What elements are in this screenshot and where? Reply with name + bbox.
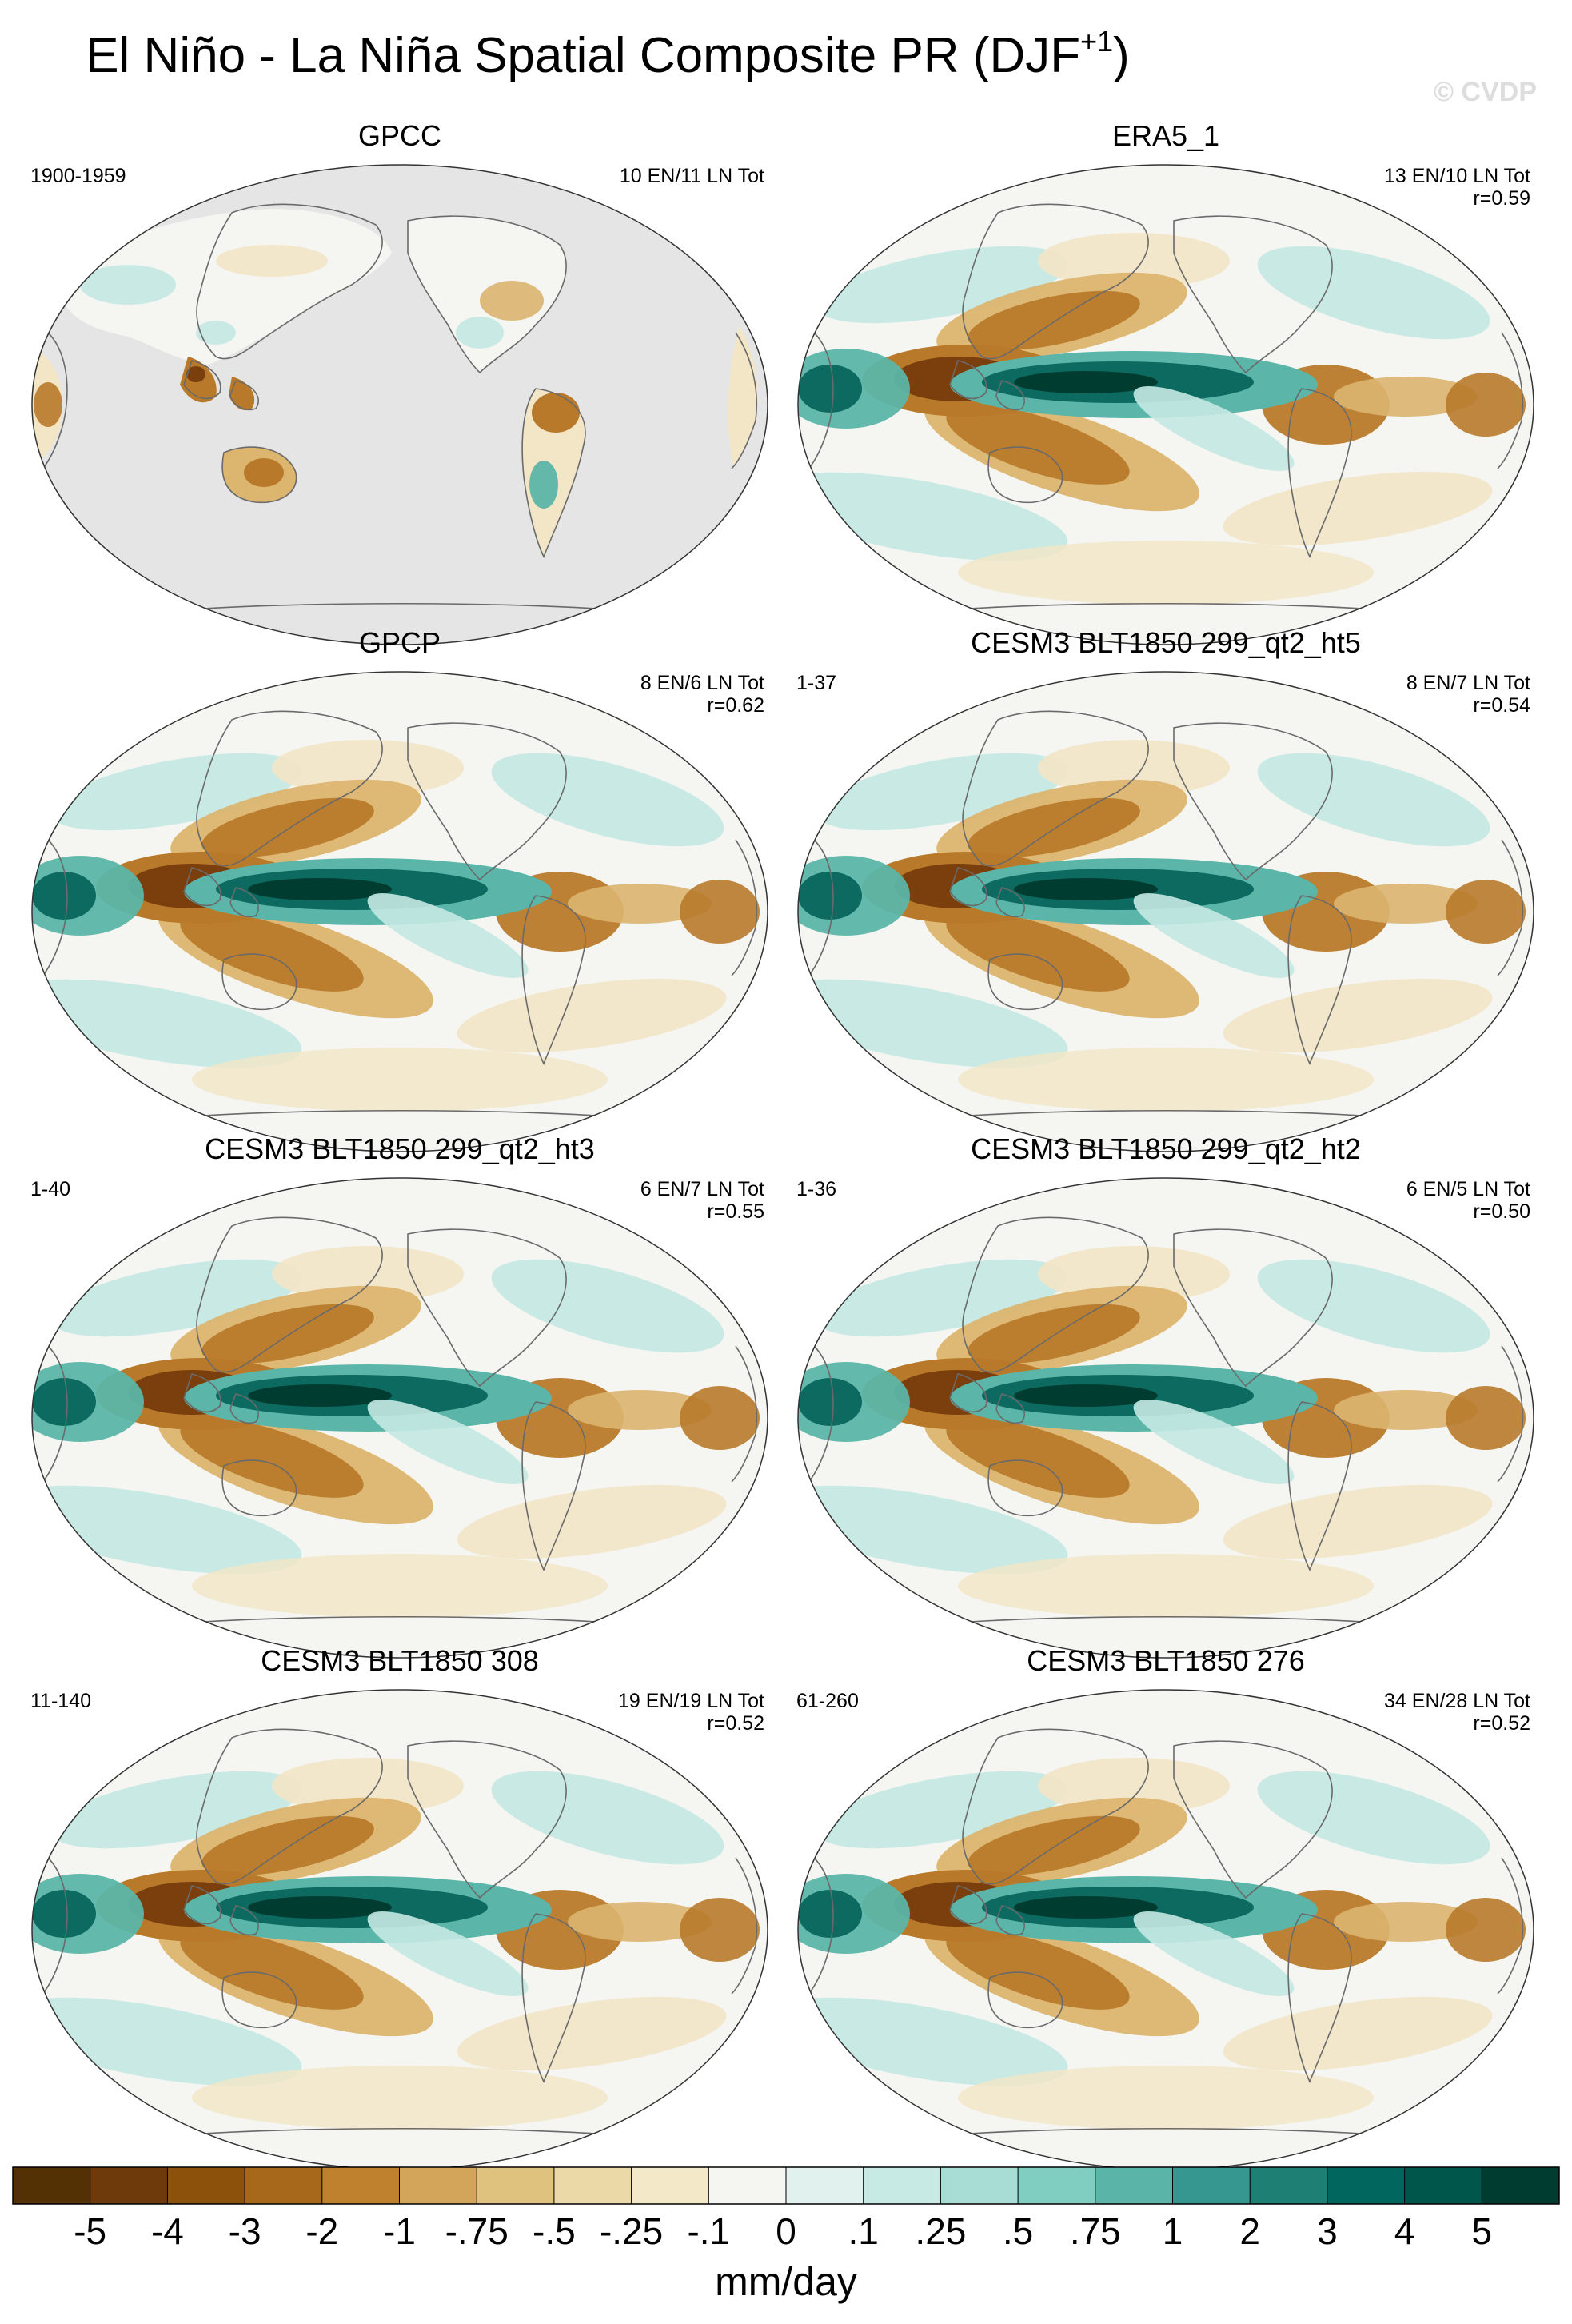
colorbar-swatch — [863, 2167, 941, 2204]
colorbar-tick-label: -5 — [74, 2210, 106, 2252]
colorbar-swatch — [13, 2167, 91, 2204]
colorbar-swatch — [631, 2167, 709, 2204]
panel-event-count: 13 EN/10 LN Tot — [1384, 165, 1530, 187]
map-panel: GPCC 1900-1959 10 EN/11 LN Tot — [30, 119, 768, 645]
panel-period: 61-260 — [796, 1690, 859, 1712]
panel-event-count: 10 EN/11 LN Tot — [620, 165, 764, 187]
panel-period: 1-37 — [796, 672, 836, 694]
globe-outline — [797, 1177, 1534, 1659]
colorbar-tick-label: -4 — [151, 2210, 184, 2252]
colorbar-swatch — [940, 2167, 1019, 2204]
colorbar-swatch — [553, 2167, 632, 2204]
map-panel: CESM3 BLT1850 299_qt2_ht3 1-40 6 EN/7 LN T… — [30, 1132, 768, 1659]
colorbar-tick-label: .25 — [915, 2210, 966, 2252]
globe-map — [797, 1177, 1534, 1659]
globe-outline — [797, 671, 1534, 1152]
globe-outline — [31, 1177, 768, 1659]
colorbar-swatch — [477, 2167, 555, 2204]
colorbar-swatch — [245, 2167, 323, 2204]
panel-event-count: 8 EN/6 LN Tot — [640, 672, 764, 694]
colorbar-tick-label: .75 — [1070, 2210, 1121, 2252]
colorbar-swatch — [1482, 2167, 1560, 2204]
panel-correlation: r=0.59 — [1473, 187, 1530, 210]
colorbar-tick-label: .1 — [848, 2210, 879, 2252]
map-panel: CESM3 BLT1850 308 11-140 19 EN/19 LN Totr=… — [30, 1644, 768, 2170]
panel-event-count: 6 EN/7 LN Tot — [640, 1178, 764, 1200]
panel-event-count: 34 EN/28 LN Tot — [1384, 1690, 1530, 1712]
panel-correlation: r=0.62 — [707, 694, 764, 717]
colorbar-swatch — [167, 2167, 245, 2204]
colorbar-swatch — [90, 2167, 168, 2204]
globe-map — [31, 164, 768, 645]
panel-event-count: 6 EN/5 LN Tot — [1406, 1178, 1530, 1200]
colorbar-tick-label: 5 — [1472, 2210, 1493, 2252]
colorbar-swatch — [1404, 2167, 1482, 2204]
colorbar: -5 -4 -3 -2 -1 -.75 -.5 -.25 -.1 0 .1 .25 .5 .75 1 2 3 4 5 — [12, 2166, 1560, 2252]
colorbar-tick-label: 3 — [1317, 2210, 1338, 2252]
colorbar-swatch — [1250, 2167, 1328, 2204]
panel-title: GPCP — [359, 626, 441, 659]
colorbar-swatch — [1172, 2167, 1251, 2204]
colorbar-tick-label: 4 — [1394, 2210, 1415, 2252]
globe-outline — [797, 164, 1534, 645]
panel-correlation: r=0.52 — [707, 1712, 764, 1735]
panel-period: 1-36 — [796, 1178, 836, 1200]
panel-correlation: r=0.50 — [1473, 1200, 1530, 1223]
colorbar-tick-label: .5 — [1003, 2210, 1033, 2252]
panel-correlation: r=0.55 — [707, 1200, 764, 1223]
globe-map — [797, 671, 1534, 1152]
globe-map — [31, 1689, 768, 2170]
panel-correlation: r=0.54 — [1473, 694, 1530, 717]
map-panels: GPCC 1900-1959 10 EN/11 LN Tot ERA5_1 13 EN/… — [30, 119, 1534, 2170]
panel-event-count: 19 EN/19 LN Tot — [618, 1690, 764, 1712]
colorbar-swatch — [1095, 2167, 1173, 2204]
globe-map — [31, 1177, 768, 1659]
colorbar-tick-label: 0 — [776, 2210, 796, 2252]
colorbar-tick-label: -1 — [383, 2210, 416, 2252]
panel-period: 11-140 — [30, 1690, 91, 1712]
panel-title: CESM3 BLT1850 299_qt2_ht2 — [971, 1132, 1361, 1165]
cvdp-watermark: © CVDP — [1434, 77, 1537, 107]
panel-period: 1-40 — [30, 1178, 70, 1200]
colorbar-swatch — [1327, 2167, 1406, 2204]
panel-period: 1900-1959 — [30, 165, 126, 187]
colorbar-tick-label: -.1 — [687, 2210, 730, 2252]
colorbar-swatch — [786, 2167, 864, 2204]
colorbar-swatch — [399, 2167, 477, 2204]
globe-map — [797, 1689, 1534, 2170]
panel-title: ERA5_1 — [1112, 119, 1219, 152]
colorbar-swatch — [708, 2167, 787, 2204]
globe-map — [31, 671, 768, 1152]
panel-title: CESM3 BLT1850 308 — [261, 1644, 539, 1677]
colorbar-tick-label: -.75 — [445, 2210, 509, 2252]
panel-title: CESM3 BLT1850 299_qt2_ht5 — [971, 626, 1361, 659]
panel-event-count: 8 EN/7 LN Tot — [1406, 672, 1530, 694]
colorbar-tick-label: -2 — [305, 2210, 338, 2252]
colorbar-tick-label: -.25 — [600, 2210, 663, 2252]
panel-correlation: r=0.52 — [1473, 1712, 1530, 1735]
panel-title: CESM3 BLT1850 276 — [1027, 1644, 1305, 1677]
colorbar-tick-label: 1 — [1163, 2210, 1183, 2252]
globe-outline — [31, 671, 768, 1152]
globe-map — [797, 164, 1534, 645]
colorbar-swatch — [1018, 2167, 1096, 2204]
colorbar-units: mm/day — [715, 2259, 857, 2304]
colorbar-tick-label: 2 — [1239, 2210, 1260, 2252]
colorbar-tick-label: -3 — [229, 2210, 261, 2252]
map-panel: CESM3 BLT1850 299_qt2_ht2 1-36 6 EN/5 LN T… — [796, 1132, 1534, 1659]
map-panel: CESM3 BLT1850 276 61-260 34 EN/28 LN Totr=… — [796, 1644, 1534, 2170]
panel-title: GPCC — [358, 119, 441, 152]
figure-title: El Niño - La Niña Spatial Composite PR (… — [86, 25, 1130, 83]
panel-title: CESM3 BLT1850 299_qt2_ht3 — [205, 1132, 595, 1165]
colorbar-swatch — [321, 2167, 400, 2204]
map-panel: CESM3 BLT1850 299_qt2_ht5 1-37 8 EN/7 LN T… — [796, 626, 1534, 1152]
colorbar-tick-label: -.5 — [533, 2210, 576, 2252]
globe-outline — [31, 164, 768, 645]
